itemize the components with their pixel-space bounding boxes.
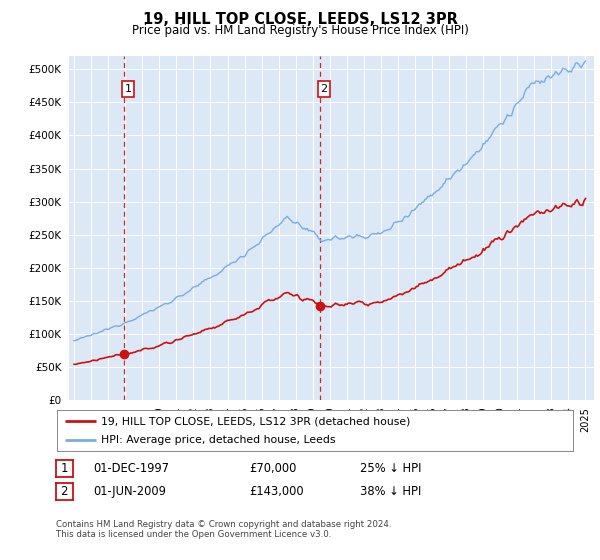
Text: 01-DEC-1997: 01-DEC-1997 — [93, 462, 169, 475]
Text: 1: 1 — [125, 84, 131, 94]
Text: 38% ↓ HPI: 38% ↓ HPI — [360, 484, 421, 498]
Text: 2: 2 — [320, 84, 328, 94]
Text: £70,000: £70,000 — [249, 462, 296, 475]
Text: 1: 1 — [61, 462, 68, 475]
Text: 19, HILL TOP CLOSE, LEEDS, LS12 3PR (detached house): 19, HILL TOP CLOSE, LEEDS, LS12 3PR (det… — [101, 417, 410, 426]
Text: 2: 2 — [61, 484, 68, 498]
Text: £143,000: £143,000 — [249, 484, 304, 498]
Text: 19, HILL TOP CLOSE, LEEDS, LS12 3PR: 19, HILL TOP CLOSE, LEEDS, LS12 3PR — [143, 12, 457, 27]
Text: 01-JUN-2009: 01-JUN-2009 — [93, 484, 166, 498]
Text: 25% ↓ HPI: 25% ↓ HPI — [360, 462, 421, 475]
Text: Price paid vs. HM Land Registry's House Price Index (HPI): Price paid vs. HM Land Registry's House … — [131, 24, 469, 37]
Text: Contains HM Land Registry data © Crown copyright and database right 2024.
This d: Contains HM Land Registry data © Crown c… — [56, 520, 391, 539]
Text: HPI: Average price, detached house, Leeds: HPI: Average price, detached house, Leed… — [101, 435, 335, 445]
